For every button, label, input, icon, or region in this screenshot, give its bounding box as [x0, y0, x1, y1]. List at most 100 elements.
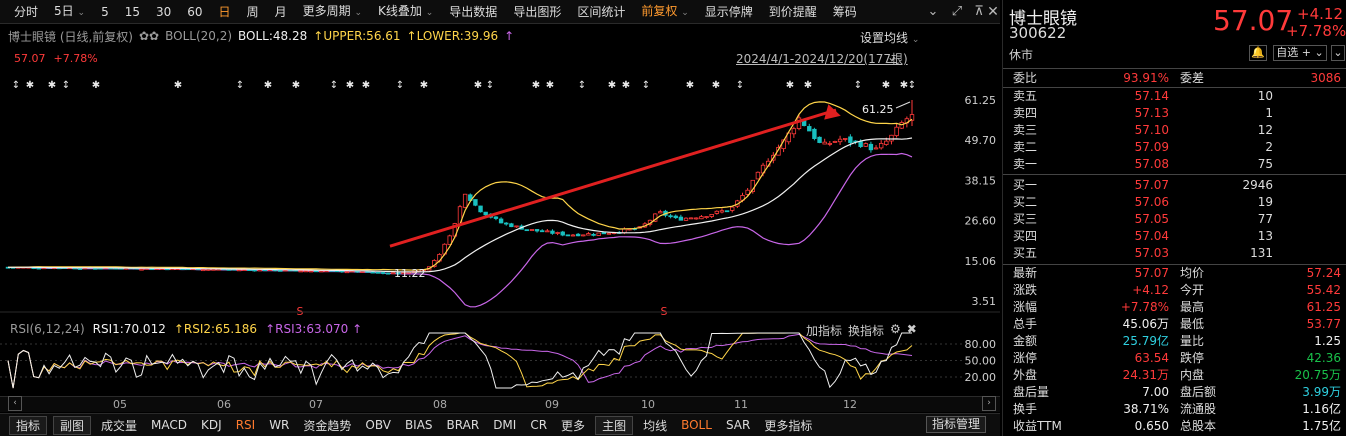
indicator-tab[interactable]: 更多指标: [764, 418, 813, 433]
event-marker-icon: ✱: [26, 80, 34, 91]
settings-ma-button[interactable]: 设置均线 ⌄: [860, 31, 920, 45]
event-marker-icon: ✱: [622, 80, 630, 91]
range-dropdown[interactable]: ⌄: [887, 50, 898, 64]
ask-row: 卖四 57.13 1: [1013, 106, 1273, 120]
indicator-tab[interactable]: BRAR: [446, 418, 480, 432]
boll-legend: 博士眼镜 (日线,前复权) ✿✿ BOLL(20,2) BOLL:48.28 ↑…: [8, 28, 514, 44]
indicator-settings-icons[interactable]: ✿✿: [139, 29, 160, 43]
indicator-tab[interactable]: 成交量: [101, 418, 138, 433]
indicator-tab[interactable]: KDJ: [201, 418, 222, 432]
rsi-legend: RSI(6,12,24) RSI1:70.012 ↑RSI2:65.186 ↑R…: [10, 322, 363, 336]
candle-body: [673, 215, 678, 219]
toolbar-item[interactable]: 日: [218, 4, 231, 19]
stock-name: 博士眼镜: [1009, 9, 1077, 29]
candle-body: [622, 228, 627, 234]
candle-body: [504, 222, 509, 225]
x-tick-label: 07: [309, 398, 323, 411]
candle-body: [77, 268, 83, 270]
chevron-down-icon: ⌄: [74, 7, 86, 18]
divider: [1003, 174, 1346, 175]
candle-body: [514, 225, 519, 228]
more-dropdown-icon[interactable]: ⌄: [1331, 45, 1345, 61]
toolbar-item[interactable]: 到价提醒: [768, 4, 817, 19]
chart-toolbar: 分时 5日 ⌄ 5 15 30 60 日周月更多周期 ⌄ K线叠加 ⌄ 导出数据 导出图形 区间统计…: [0, 0, 1000, 24]
stat-row: 收益TTM 0.650 总股本 1.75亿: [1013, 419, 1341, 433]
scroll-left-icon[interactable]: ‹: [8, 396, 22, 411]
price-change-pct: +7.78%: [1286, 22, 1346, 40]
candle-body: [529, 229, 535, 231]
toolbar-item[interactable]: 导出图形: [513, 4, 562, 19]
candle-body: [827, 143, 833, 145]
toolbar-item[interactable]: 5日 ⌄: [54, 3, 86, 18]
toolbar-item[interactable]: 15: [124, 4, 140, 19]
candle-body: [211, 268, 216, 271]
restore-icon[interactable]: ⤢: [951, 4, 963, 19]
rsi3-line: [7, 333, 913, 389]
toolbar-item[interactable]: 筹码: [832, 4, 857, 19]
toolbar-item[interactable]: 更多周期 ⌄: [302, 3, 363, 18]
candle-body: [565, 234, 571, 237]
rsi-tick-label: 20.00: [965, 371, 997, 384]
indicator-tab[interactable]: 主图: [595, 415, 634, 435]
indicator-tab[interactable]: RSI: [235, 418, 256, 432]
toolbar-item[interactable]: 分时: [14, 4, 39, 19]
bid-row: 买五 57.03 131: [1013, 246, 1273, 260]
candlestick-chart[interactable]: ↕✱✱↕✱✱↕✱✱↕✱✱↕✱✱↕✱✱↕✱✱↕✱✱↕✱✱↕✱✱↕SS 61.251…: [0, 80, 1000, 396]
indicator-tab[interactable]: BIAS: [404, 418, 433, 432]
indicator-tab[interactable]: SAR: [725, 418, 751, 432]
candle-body: [319, 270, 324, 273]
candle-body: [894, 126, 899, 137]
candle-body: [837, 138, 843, 143]
event-marker-icon: ↕: [642, 80, 650, 91]
date-range-label[interactable]: 2024/4/1-2024/12/20(177根): [736, 52, 908, 66]
indicator-tab[interactable]: CR: [530, 418, 548, 432]
candle-body: [509, 223, 514, 228]
collapse-icon[interactable]: ⌄: [927, 4, 939, 19]
indicator-tab[interactable]: DMI: [493, 418, 517, 432]
watchlist-add-button[interactable]: 自选 + ⌄: [1273, 45, 1327, 61]
indicator-tab[interactable]: MACD: [151, 418, 188, 432]
toolbar-item[interactable]: 导出数据: [449, 4, 498, 19]
ask-row: 卖一 57.08 75: [1013, 157, 1273, 171]
indicator-tab[interactable]: 更多: [561, 418, 586, 433]
indicator-tab[interactable]: 副图: [53, 415, 92, 435]
toolbar-item[interactable]: 区间统计: [577, 4, 626, 19]
indicator-tab[interactable]: 均线: [643, 418, 668, 433]
switch-indicator-button[interactable]: 换指标: [848, 324, 885, 338]
candle-body: [560, 231, 565, 236]
scroll-right-icon[interactable]: ›: [982, 396, 996, 411]
candle-body: [555, 232, 560, 234]
close-icon[interactable]: ✖: [906, 322, 917, 336]
toolbar-item[interactable]: 30: [155, 4, 172, 19]
indicator-tab[interactable]: 指标: [9, 415, 48, 435]
candle-body: [822, 141, 827, 145]
toolbar-item[interactable]: 月: [274, 4, 287, 19]
x-tick-label: 05: [113, 398, 127, 411]
toolbar-item[interactable]: 5: [101, 4, 109, 19]
candle-body: [385, 272, 391, 275]
close-icon[interactable]: ✕: [987, 4, 999, 20]
add-indicator-button[interactable]: 加指标: [806, 324, 843, 338]
event-marker-icon: ✱: [474, 80, 482, 91]
candle-body: [658, 211, 663, 214]
indicator-tab[interactable]: OBV: [365, 418, 391, 432]
indicator-tab[interactable]: 资金趋势: [303, 418, 352, 433]
candle-body: [719, 210, 725, 213]
toolbar-item[interactable]: 60: [187, 4, 203, 19]
toolbar-item[interactable]: 显示停牌: [704, 4, 753, 19]
indicator-manage-button[interactable]: 指标管理: [926, 416, 987, 433]
toolbar-item[interactable]: 前复权 ⌄: [641, 3, 689, 18]
indicator-tab[interactable]: WR: [269, 418, 290, 432]
gear-icon[interactable]: ⚙: [890, 322, 901, 336]
toolbar-item[interactable]: K线叠加 ⌄: [378, 3, 434, 18]
ask-row: 卖三 57.10 12: [1013, 123, 1273, 137]
divider: [1003, 68, 1346, 69]
alert-icon[interactable]: 🔔: [1249, 45, 1267, 61]
indicator-tab[interactable]: BOLL: [681, 418, 712, 432]
x-tick-label: 10: [641, 398, 655, 411]
stat-row: 盘后量 7.00 盘后额 3.99万: [1013, 385, 1341, 399]
event-marker-icon: ✱: [686, 80, 694, 91]
ask-row: 卖五 57.14 10: [1013, 89, 1273, 103]
pin-icon[interactable]: ⊼: [974, 4, 984, 19]
toolbar-item[interactable]: 周: [246, 4, 259, 19]
